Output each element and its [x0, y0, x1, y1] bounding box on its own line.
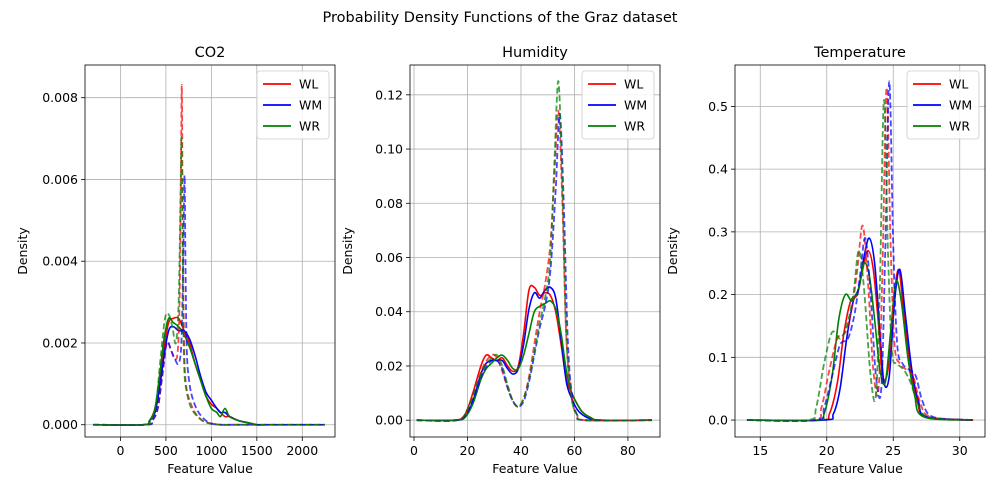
y-tick-label: 0.06	[375, 250, 403, 265]
y-axis-label: Density	[15, 227, 30, 275]
x-tick-label: 15	[752, 443, 768, 458]
x-axis-label: Feature Value	[817, 461, 903, 476]
series-line-wl-solid	[93, 316, 325, 426]
y-tick-label: 0.1	[708, 350, 728, 365]
y-tick-label: 0.12	[375, 87, 403, 102]
legend-label-wl: WL	[624, 77, 643, 92]
x-tick-label: 20	[819, 443, 835, 458]
x-tick-label: 0	[116, 443, 124, 458]
series-line-wl-dashed	[746, 86, 974, 422]
series-line-wm-solid	[416, 286, 652, 422]
y-tick-label: 0.04	[375, 304, 403, 319]
legend-label-wm: WM	[624, 98, 647, 113]
legend: WL WM WR	[906, 70, 980, 140]
series-group	[93, 84, 325, 426]
series-line-wl-dashed	[416, 110, 652, 422]
x-tick-label: 500	[154, 443, 178, 458]
x-tick-label: 1000	[195, 443, 227, 458]
legend-box	[906, 70, 980, 140]
y-tick-label: 0.000	[42, 417, 78, 432]
y-tick-label: 0.00	[375, 413, 403, 428]
x-tick-label: 80	[620, 443, 636, 458]
legend-label-wr: WR	[624, 119, 645, 134]
chart-panel-3: 15 20 25 30 0.0 0.1 0.2 0.3 0.4 0.5 Temperature Fea…	[665, 45, 986, 476]
y-tick-label: 0.08	[375, 196, 403, 211]
y-tick-label: 0.0	[708, 413, 728, 428]
chart-panel-1: 0 500 1000 1500 2000 0.000 0.002 0.004 0.006 0.00…	[15, 45, 336, 476]
axes-frame	[734, 64, 986, 438]
y-tick-label: 0.10	[375, 142, 403, 157]
x-axis-label: Feature Value	[492, 461, 578, 476]
axes-frame	[84, 64, 336, 438]
y-tick-label: 0.5	[708, 99, 728, 114]
y-tick-label: 0.3	[708, 224, 728, 239]
chart-title: Humidity	[502, 45, 568, 61]
x-tick-label: 1500	[241, 443, 273, 458]
legend: WL WM WR	[256, 70, 330, 140]
panels: 0 500 1000 1500 20000.0000.0020.0040.0060.00…	[15, 45, 986, 476]
legend-box	[256, 70, 330, 140]
legend-label-wr: WR	[299, 119, 320, 134]
y-tick-label: 0.02	[375, 358, 403, 373]
series-line-wm-dashed	[746, 80, 974, 422]
legend: WL WM WR	[581, 70, 655, 140]
y-tick-label: 0.2	[708, 287, 728, 302]
y-tick-label: 0.004	[42, 254, 78, 269]
x-tick-label: 30	[952, 443, 968, 458]
y-tick-label: 0.002	[42, 335, 78, 350]
series-line-wr-dashed	[416, 80, 652, 422]
series-line-wr-solid	[416, 299, 652, 422]
series-line-wr-solid	[93, 316, 325, 426]
series-line-wm-solid	[746, 237, 974, 422]
series-line-wr-dashed	[746, 99, 974, 422]
legend-label-wm: WM	[299, 98, 322, 113]
series-line-wm-dashed	[93, 174, 325, 426]
series-line-wm-dashed	[416, 112, 652, 422]
x-tick-label: 0	[410, 443, 418, 458]
figure-title: Probability Density Functions of the Gra…	[323, 10, 678, 26]
x-tick-label: 60	[566, 443, 582, 458]
axes-frame	[409, 64, 661, 438]
x-tick-label: 2000	[286, 443, 318, 458]
x-tick-label: 40	[513, 443, 529, 458]
legend-label-wr: WR	[949, 119, 970, 134]
legend-label-wl: WL	[949, 77, 968, 92]
series-group	[416, 80, 652, 422]
series-line-wl-solid	[746, 249, 974, 422]
series-line-wm-solid	[93, 325, 325, 426]
series-line-wr-dashed	[93, 136, 325, 426]
y-tick-label: 0.4	[708, 162, 728, 177]
y-axis-label: Density	[340, 227, 355, 275]
legend-label-wl: WL	[299, 77, 318, 92]
legend-label-wm: WM	[949, 98, 972, 113]
x-tick-label: 25	[885, 443, 901, 458]
y-tick-label: 0.006	[42, 172, 78, 187]
x-axis-label: Feature Value	[167, 461, 253, 476]
y-axis-label: Density	[665, 227, 680, 275]
chart-title: Temperature	[813, 45, 906, 61]
chart-panel-2: 0 20 40 60 80 0.00 0.02 0.04 0.06 0.08 0.10 0.12 Hum…	[340, 45, 661, 476]
legend-box	[581, 70, 655, 140]
y-tick-label: 0.008	[42, 90, 78, 105]
series-group	[746, 80, 974, 422]
chart-title: CO2	[195, 45, 226, 61]
x-tick-label: 20	[460, 443, 476, 458]
